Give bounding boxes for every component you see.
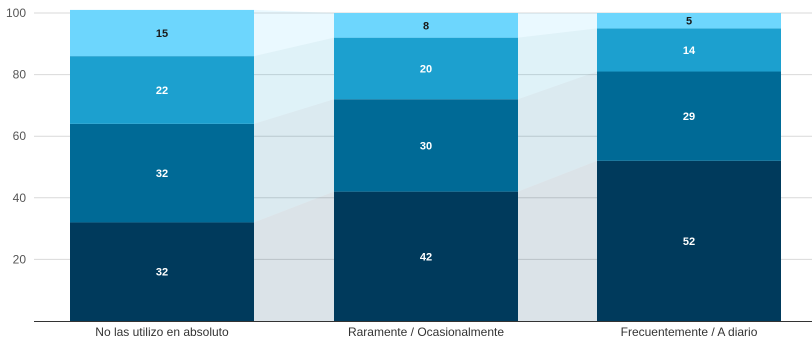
y-tick-label: 40 <box>13 191 27 205</box>
data-label: 29 <box>683 111 695 123</box>
connector-band <box>254 9 334 57</box>
connector-band <box>518 71 597 192</box>
bar-segment <box>334 99 518 192</box>
x-tick-label: Raramente / Ocasionalmente <box>348 325 504 338</box>
y-tick-label: 100 <box>6 6 26 20</box>
data-label: 42 <box>420 251 432 263</box>
bar-segment <box>597 71 781 161</box>
data-label: 32 <box>156 267 168 279</box>
connector-band <box>518 28 597 100</box>
bar-segment <box>70 123 254 223</box>
data-label: 5 <box>686 16 692 28</box>
y-tick-label: 60 <box>13 129 27 143</box>
data-label: 32 <box>156 168 168 180</box>
data-labels: 32 32 22 15 42 30 20 8 52 29 14 5 <box>156 16 696 279</box>
axes: 20 40 60 80 100 No las utilizo en absoluto Rar… <box>6 6 812 338</box>
data-label: 52 <box>683 236 695 248</box>
bars <box>70 9 781 321</box>
connector-band <box>254 99 334 223</box>
y-tick-label: 80 <box>13 68 27 82</box>
connector-band <box>518 160 597 321</box>
y-tick-label: 20 <box>13 252 27 266</box>
connector-band <box>254 37 334 124</box>
x-tick-label: Frecuentemente / A diario <box>621 325 758 338</box>
data-label: 14 <box>683 45 696 57</box>
bar-segment <box>334 13 518 38</box>
bar-segment <box>334 37 518 100</box>
data-label: 8 <box>423 20 429 32</box>
bar-segment <box>70 56 254 124</box>
connector-band <box>518 13 597 38</box>
x-tick-label: No las utilizo en absoluto <box>95 325 229 338</box>
connector-bands <box>254 9 597 321</box>
bar-segment <box>597 13 781 29</box>
data-label: 30 <box>420 140 432 152</box>
bar-segment <box>334 191 518 321</box>
data-label: 15 <box>156 28 168 40</box>
data-label: 20 <box>420 63 432 75</box>
bar-segment <box>70 222 254 321</box>
connector-band <box>254 191 334 321</box>
bar-segment <box>70 9 254 57</box>
bar-segment <box>597 160 781 321</box>
bar-segment <box>597 28 781 72</box>
data-label: 22 <box>156 85 168 97</box>
